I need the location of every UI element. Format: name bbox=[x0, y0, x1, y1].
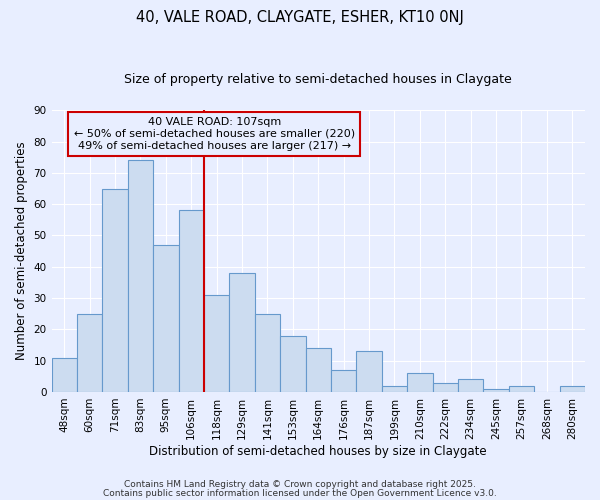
Bar bbox=[229, 273, 255, 392]
Bar bbox=[560, 386, 585, 392]
Bar bbox=[433, 382, 458, 392]
Bar bbox=[331, 370, 356, 392]
Bar bbox=[407, 373, 433, 392]
Bar bbox=[356, 352, 382, 392]
Y-axis label: Number of semi-detached properties: Number of semi-detached properties bbox=[15, 142, 28, 360]
Bar bbox=[179, 210, 204, 392]
Bar bbox=[382, 386, 407, 392]
Bar bbox=[484, 389, 509, 392]
X-axis label: Distribution of semi-detached houses by size in Claygate: Distribution of semi-detached houses by … bbox=[149, 444, 487, 458]
Bar bbox=[280, 336, 305, 392]
Title: Size of property relative to semi-detached houses in Claygate: Size of property relative to semi-detach… bbox=[124, 72, 512, 86]
Bar bbox=[458, 380, 484, 392]
Bar bbox=[153, 245, 179, 392]
Bar bbox=[305, 348, 331, 392]
Bar bbox=[204, 295, 229, 392]
Bar bbox=[128, 160, 153, 392]
Text: Contains HM Land Registry data © Crown copyright and database right 2025.: Contains HM Land Registry data © Crown c… bbox=[124, 480, 476, 489]
Bar bbox=[103, 188, 128, 392]
Bar bbox=[52, 358, 77, 392]
Text: 40, VALE ROAD, CLAYGATE, ESHER, KT10 0NJ: 40, VALE ROAD, CLAYGATE, ESHER, KT10 0NJ bbox=[136, 10, 464, 25]
Text: Contains public sector information licensed under the Open Government Licence v3: Contains public sector information licen… bbox=[103, 488, 497, 498]
Bar bbox=[255, 314, 280, 392]
Text: 40 VALE ROAD: 107sqm
← 50% of semi-detached houses are smaller (220)
49% of semi: 40 VALE ROAD: 107sqm ← 50% of semi-detac… bbox=[74, 118, 355, 150]
Bar bbox=[77, 314, 103, 392]
Bar bbox=[509, 386, 534, 392]
